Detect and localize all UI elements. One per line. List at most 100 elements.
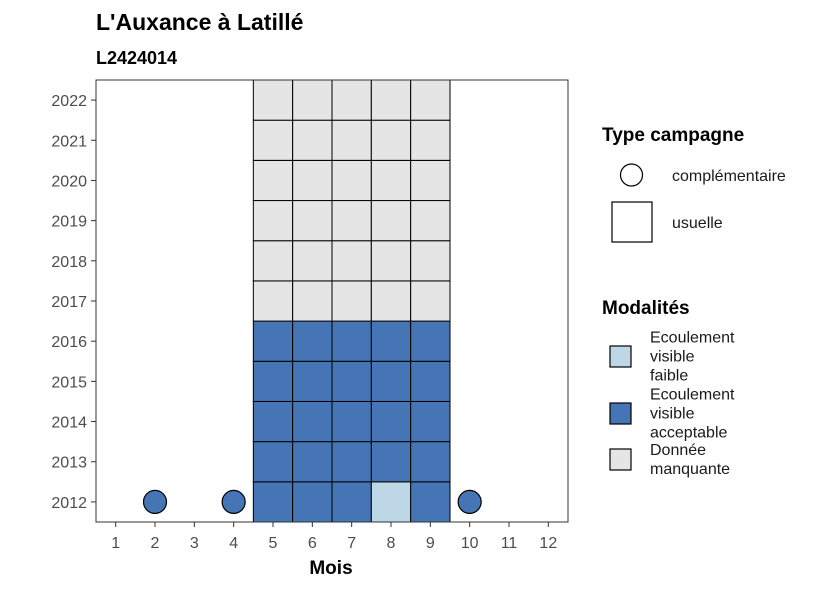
legend-key-acceptable xyxy=(609,402,632,425)
heatmap-cell-2016-7 xyxy=(331,320,372,362)
heatmap-cell-2012-6 xyxy=(292,481,333,523)
legend-type-campagne: Type campagne complémentaire usuelle xyxy=(602,125,786,243)
heatmap-cell-2014-9 xyxy=(410,400,451,443)
y-tick-label-2020: 2020 xyxy=(51,173,87,190)
y-tick-label-2015: 2015 xyxy=(51,374,87,391)
y-tick-label-2022: 2022 xyxy=(51,93,87,110)
legend-label-faible-line-2: visible xyxy=(650,349,695,366)
heatmap-cell-2013-5 xyxy=(252,441,294,483)
heatmap-cell-2020-8 xyxy=(370,159,412,202)
heatmap-cell-2022-9 xyxy=(410,79,451,121)
heatmap-cell-2016-5 xyxy=(252,320,294,362)
heatmap-cell-2022-6 xyxy=(292,79,333,121)
heatmap-cell-2015-6 xyxy=(292,360,333,402)
legend-circle-icon xyxy=(619,163,644,187)
legend-type-label-usuelle: usuelle xyxy=(672,215,723,232)
heatmap-cell-2021-6 xyxy=(292,119,333,161)
heatmap-cell-2012-7 xyxy=(331,481,372,523)
legend-label-faible-line-1: Ecoulement xyxy=(650,330,735,347)
x-tick-label-9: 9 xyxy=(426,535,435,552)
heatmap-cell-2018-7 xyxy=(331,240,372,282)
heatmap-cell-2020-6 xyxy=(292,159,333,202)
heatmap-cell-2016-8 xyxy=(370,320,412,362)
heatmap-cell-2019-5 xyxy=(252,200,294,242)
legend-type-title: Type campagne xyxy=(602,125,744,146)
x-tick-label-1: 1 xyxy=(111,535,120,552)
heatmap-cell-2013-8 xyxy=(370,441,412,483)
legend-modalites: Modalités Ecoulement visible faible Ecoulem… xyxy=(602,298,735,478)
x-tick-label-4: 4 xyxy=(229,535,238,552)
campaign-point-2012-2 xyxy=(142,489,168,515)
heatmap-cell-2012-9 xyxy=(410,481,451,523)
heatmap-cell-2017-6 xyxy=(292,280,333,322)
heatmap-cell-2019-7 xyxy=(331,200,372,242)
heatmap-cell-2020-5 xyxy=(252,159,294,202)
legend-square-icon xyxy=(611,201,653,243)
y-tick-label-2013: 2013 xyxy=(51,455,87,472)
heatmap-cell-2014-8 xyxy=(370,400,412,443)
heatmap-cell-2019-6 xyxy=(292,200,333,242)
y-tick-label-2014: 2014 xyxy=(51,415,87,432)
legend-label-acceptable-line-1: Ecoulement xyxy=(650,387,735,404)
legend-label-acceptable-line-2: visible xyxy=(650,406,695,423)
heatmap-cell-2013-9 xyxy=(410,441,451,483)
x-tick-label-12: 12 xyxy=(539,535,557,552)
y-tick-label-2021: 2021 xyxy=(51,133,87,150)
heatmap-cell-2012-8 xyxy=(370,481,412,523)
x-tick-label-7: 7 xyxy=(347,535,356,552)
heatmap-cell-2021-5 xyxy=(252,119,294,161)
heatmap-cell-2021-9 xyxy=(410,119,451,161)
campaign-point-2012-10 xyxy=(457,489,482,515)
heatmap-cell-2022-8 xyxy=(370,79,412,121)
y-tick-label-2012: 2012 xyxy=(51,495,87,512)
heatmap-cell-2014-5 xyxy=(252,400,294,443)
heatmap-cell-2013-7 xyxy=(331,441,372,483)
heatmap-cell-2017-7 xyxy=(331,280,372,322)
heatmap-cell-2018-8 xyxy=(370,240,412,282)
legend-modalites-title: Modalités xyxy=(602,298,690,319)
legend-type-label-complementaire: complémentaire xyxy=(672,168,786,185)
heatmap-cell-2015-7 xyxy=(331,360,372,402)
heatmap-cell-2014-7 xyxy=(331,400,372,443)
heatmap-cell-2018-5 xyxy=(252,240,294,282)
legend-label-faible-line-3: faible xyxy=(650,368,688,385)
heatmap-cell-2014-6 xyxy=(292,400,333,443)
heatmap-cell-2022-7 xyxy=(331,79,372,121)
x-tick-label-10: 10 xyxy=(461,535,479,552)
x-tick-label-5: 5 xyxy=(269,535,278,552)
legend-label-manquante-line-1: Donnée xyxy=(650,442,706,459)
heatmap-cell-2017-8 xyxy=(370,280,412,322)
heatmap-cell-2015-5 xyxy=(252,360,294,402)
x-tick-label-2: 2 xyxy=(151,535,160,552)
heatmap-cell-2016-9 xyxy=(410,320,451,362)
y-tick-label-2018: 2018 xyxy=(51,254,87,271)
legend-key-faible xyxy=(609,345,632,368)
campaign-points xyxy=(142,489,482,515)
heatmap-cell-2016-6 xyxy=(292,320,333,362)
heatmap-cell-2021-8 xyxy=(370,119,412,161)
y-axis: 2012 2013 2014 2015 2016 2017 2018 2019 2020 2021… xyxy=(51,93,96,512)
legend-label-acceptable-line-3: acceptable xyxy=(650,425,727,442)
heatmap-cell-2013-6 xyxy=(292,441,333,483)
heatmap-cell-2022-5 xyxy=(252,79,294,121)
legend-label-manquante-line-2: manquante xyxy=(650,461,730,478)
chart-title: L'Auxance à Latillé xyxy=(96,9,303,35)
heatmap-cell-2021-7 xyxy=(331,119,372,161)
heatmap-cell-2017-9 xyxy=(410,280,451,322)
y-tick-label-2016: 2016 xyxy=(51,334,87,351)
y-tick-label-2019: 2019 xyxy=(51,214,87,231)
heatmap-cells xyxy=(252,79,451,523)
x-tick-label-8: 8 xyxy=(387,535,396,552)
heatmap-cell-2018-6 xyxy=(292,240,333,282)
x-tick-label-3: 3 xyxy=(190,535,199,552)
heatmap-cell-2019-8 xyxy=(370,200,412,242)
chart-subtitle: L2424014 xyxy=(96,48,177,68)
heatmap-cell-2017-5 xyxy=(252,280,294,322)
y-tick-label-2017: 2017 xyxy=(51,294,87,311)
heatmap-cell-2012-5 xyxy=(252,481,294,523)
heatmap-cell-2015-9 xyxy=(410,360,451,402)
heatmap-cell-2020-7 xyxy=(331,159,372,202)
heatmap-cell-2020-9 xyxy=(410,159,451,202)
x-axis-title: Mois xyxy=(309,558,352,579)
